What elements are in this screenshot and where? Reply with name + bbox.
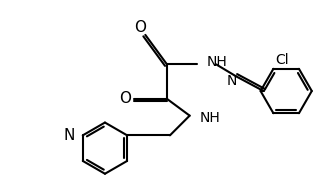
Text: NH: NH bbox=[206, 55, 227, 69]
Text: N: N bbox=[63, 128, 75, 143]
Text: O: O bbox=[119, 91, 131, 106]
Text: N: N bbox=[227, 74, 237, 88]
Text: Cl: Cl bbox=[275, 53, 289, 67]
Text: NH: NH bbox=[199, 111, 220, 125]
Text: O: O bbox=[134, 20, 146, 36]
